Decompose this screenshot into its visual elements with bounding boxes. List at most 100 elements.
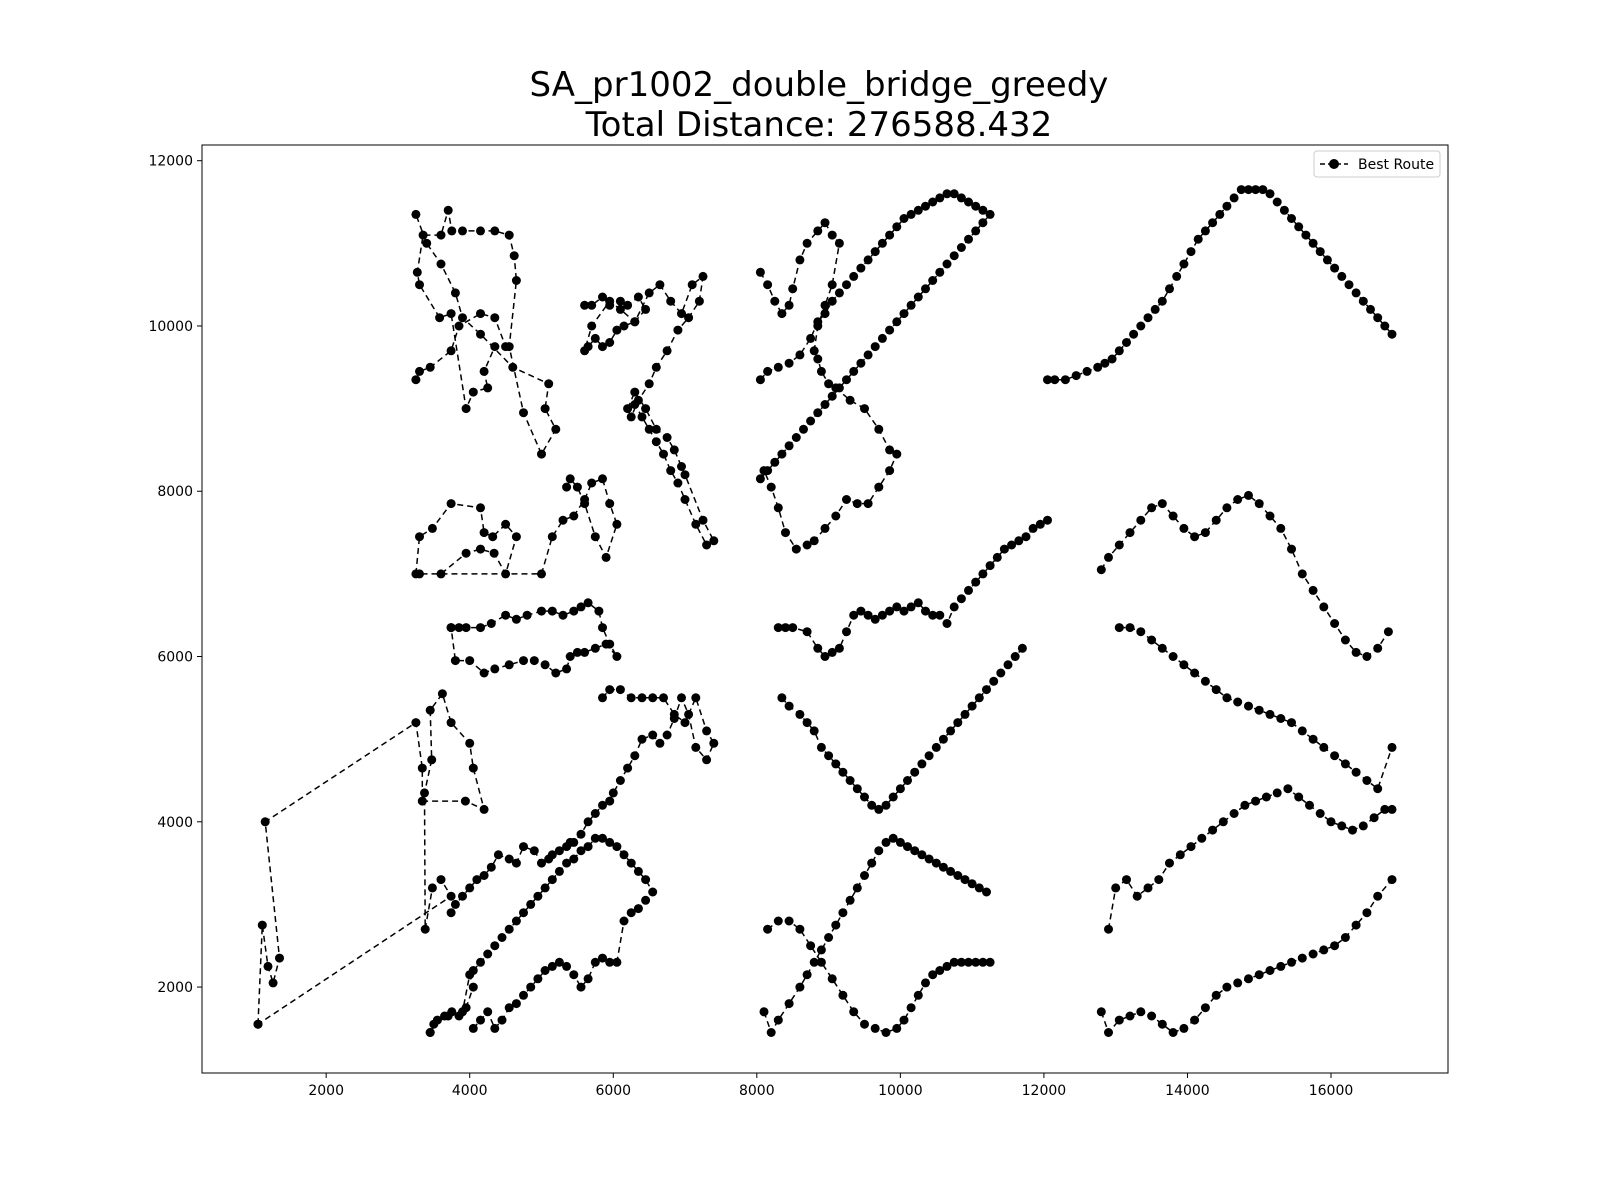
city-point: [260, 817, 270, 827]
city-point: [849, 366, 859, 376]
city-point: [1265, 511, 1275, 521]
city-point: [777, 449, 787, 459]
city-point: [1211, 515, 1221, 525]
city-point: [1233, 495, 1243, 504]
city-point: [759, 1007, 769, 1017]
city-point: [709, 738, 719, 748]
city-point: [605, 957, 615, 967]
city-point: [1136, 1007, 1146, 1017]
city-point: [895, 837, 905, 847]
city-point: [964, 957, 973, 967]
x-tick-label: 2000: [308, 1083, 344, 1099]
city-point: [874, 804, 884, 814]
city-point: [483, 1007, 493, 1017]
city-point: [928, 197, 938, 207]
city-point: [633, 904, 643, 914]
city-point: [816, 366, 826, 376]
city-point: [519, 990, 528, 1000]
city-point: [849, 610, 859, 620]
city-point: [809, 346, 819, 356]
chart-title-line2: Total Distance: 276588.432: [585, 105, 1053, 145]
city-point: [590, 643, 600, 653]
city-point: [852, 883, 862, 893]
city-point: [870, 342, 880, 352]
city-point: [1330, 619, 1340, 628]
plot-frame: [201, 144, 1449, 1074]
city-point: [1240, 800, 1250, 810]
city-point: [673, 325, 683, 335]
city-point: [669, 445, 679, 455]
city-point: [572, 482, 582, 492]
city-point: [1043, 515, 1052, 525]
city-point: [533, 891, 543, 901]
city-point: [985, 209, 995, 219]
city-point: [569, 606, 579, 616]
city-point: [899, 606, 909, 616]
city-point: [443, 1011, 453, 1021]
city-point: [852, 499, 862, 509]
city-point: [942, 961, 952, 971]
city-point: [1096, 1007, 1106, 1017]
city-point: [615, 685, 625, 695]
city-point: [989, 676, 999, 686]
city-point: [562, 482, 572, 492]
city-point: [529, 656, 539, 666]
city-point: [698, 271, 708, 281]
city-point: [1351, 920, 1361, 930]
city-point: [1179, 660, 1189, 670]
city-point: [913, 292, 923, 302]
city-point: [1276, 714, 1286, 723]
city-point: [971, 226, 981, 236]
city-point: [655, 280, 665, 290]
city-point: [504, 1003, 514, 1013]
city-point: [540, 404, 550, 414]
city-point: [910, 846, 920, 856]
city-point: [1190, 668, 1200, 678]
city-point: [874, 846, 884, 856]
city-point: [601, 639, 611, 649]
city-point: [1380, 804, 1390, 814]
x-tick-label: 6000: [595, 1083, 631, 1099]
city-point: [504, 854, 514, 864]
city-point: [619, 321, 629, 331]
city-point: [1387, 804, 1397, 814]
city-point: [1208, 825, 1218, 835]
city-point: [917, 759, 927, 769]
city-point: [824, 379, 834, 389]
city-point: [834, 643, 844, 653]
city-point: [813, 354, 823, 364]
city-point: [590, 333, 600, 343]
city-point: [892, 1023, 902, 1033]
city-point: [842, 495, 851, 504]
city-point: [856, 358, 866, 368]
city-point: [949, 602, 959, 612]
city-point: [827, 974, 837, 984]
city-point: [784, 300, 794, 310]
city-point: [1114, 1015, 1124, 1025]
city-point: [1251, 185, 1261, 195]
city-point: [1315, 247, 1325, 257]
city-point: [637, 693, 647, 703]
city-point: [860, 792, 869, 802]
city-point: [874, 482, 884, 492]
city-point: [906, 300, 916, 310]
city-point: [501, 610, 511, 620]
city-point: [881, 800, 891, 810]
city-point: [680, 495, 690, 504]
city-point: [1157, 1019, 1167, 1029]
city-point: [626, 908, 636, 918]
city-point: [450, 899, 460, 909]
city-point: [935, 966, 945, 975]
city-point: [924, 751, 934, 761]
city-point: [468, 982, 478, 992]
city-point: [885, 606, 895, 616]
city-point: [1179, 523, 1189, 533]
city-point: [1319, 602, 1329, 612]
city-point: [820, 400, 830, 409]
city-point: [978, 569, 988, 579]
city-point: [659, 693, 668, 703]
city-point: [483, 949, 493, 959]
city-point: [702, 755, 712, 765]
city-point: [827, 391, 837, 401]
city-point: [615, 296, 625, 306]
